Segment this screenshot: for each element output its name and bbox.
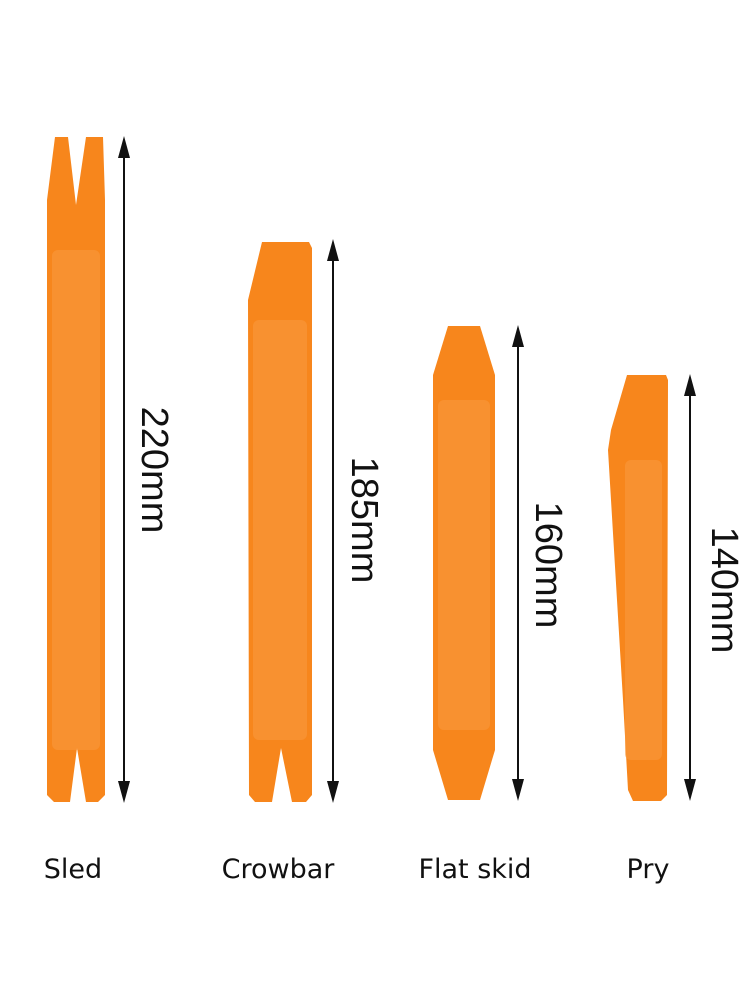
- flat-skid-dimension-arrow: [512, 325, 524, 801]
- dimension-label: 160mm: [527, 502, 569, 629]
- crowbar-dimension-arrow: [327, 239, 339, 803]
- tool-name: Pry: [627, 854, 670, 885]
- dimension-label: 140mm: [703, 527, 745, 654]
- tool-name: Crowbar: [222, 854, 336, 885]
- tool-name: Flat skid: [418, 854, 531, 885]
- flat-skid-tool: [433, 326, 495, 800]
- crowbar-tool: [248, 242, 312, 802]
- dimension-label: 220mm: [133, 407, 175, 534]
- tool-name: Sled: [44, 854, 102, 885]
- dimension-label: 185mm: [343, 457, 385, 584]
- sled-dimension-arrow: [118, 136, 130, 803]
- sled-tool: [47, 137, 105, 802]
- pry-tool: [608, 375, 668, 801]
- pry-dimension-arrow: [684, 374, 696, 801]
